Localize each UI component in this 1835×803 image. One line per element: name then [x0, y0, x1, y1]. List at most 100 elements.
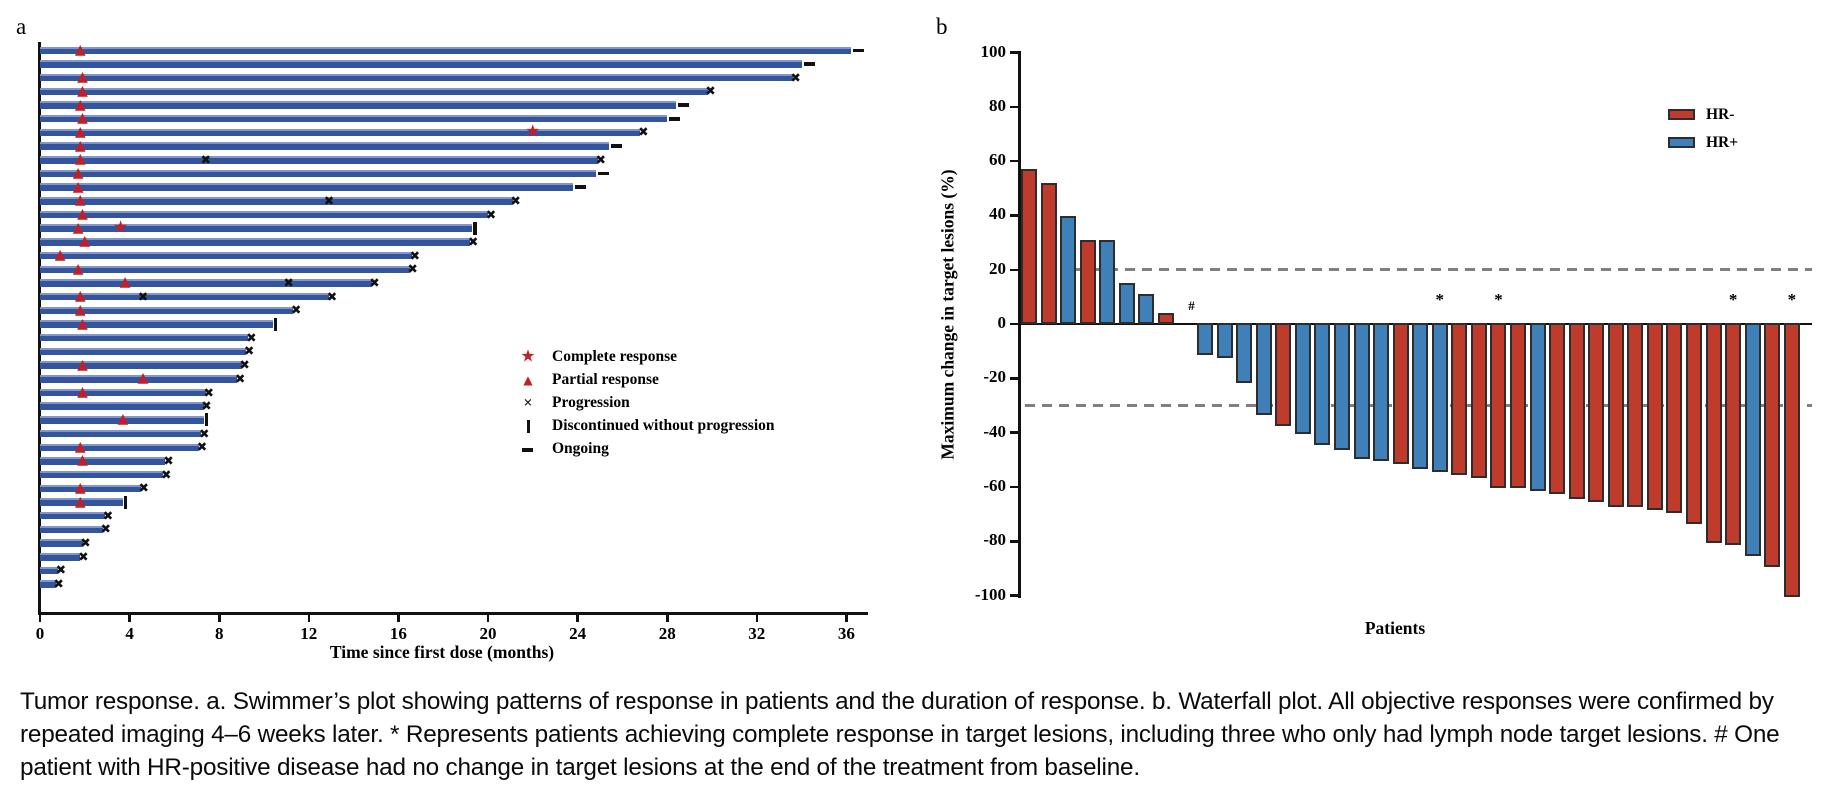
progression-icon: ✖	[160, 466, 172, 482]
swimmer-x-tick	[755, 614, 759, 622]
partial-response-icon: ▲	[77, 82, 88, 99]
progression-icon: ✖	[234, 370, 246, 386]
swimmer-legend-label: Discontinued without progression	[552, 417, 775, 435]
swimmer-x-tick-label: 16	[389, 624, 407, 643]
waterfall-y-tick	[1010, 322, 1018, 326]
swimmer-x-tick-label: 28	[658, 624, 676, 643]
progression-icon: ✖	[200, 151, 211, 167]
waterfall-bar	[1392, 323, 1409, 464]
swimmer-x-tick-label: 8	[214, 624, 224, 643]
waterfall-y-tick-label: -100	[974, 584, 1006, 604]
partial-response-icon: ▲	[54, 247, 66, 264]
waterfall-bar	[1040, 183, 1057, 324]
partial-response-icon: ▲	[74, 41, 86, 58]
waterfall-bar	[1412, 323, 1429, 470]
waterfall-bar	[1216, 323, 1233, 359]
partial-response-icon: ▲	[77, 356, 88, 373]
progression-icon: ✖	[705, 83, 716, 99]
swimmer-x-tick-label: 24	[569, 624, 587, 643]
swimmer-bar	[40, 292, 329, 301]
progression-icon: ✖	[323, 192, 335, 208]
swimmer-x-tick	[307, 614, 311, 622]
partial-response-icon: ▲	[74, 123, 86, 140]
swimmer-x-axis	[38, 612, 868, 615]
complete-response-target-mark: *	[1728, 290, 1738, 309]
swimmer-bar	[40, 101, 677, 109]
swimmer-y-axis	[38, 42, 41, 614]
partial-response-icon: ▲	[77, 110, 88, 127]
swimmer-bar	[40, 87, 708, 96]
waterfall-y-tick-label: 80	[989, 95, 1006, 115]
waterfall-bar	[1510, 323, 1526, 489]
partial-response-icon: ▲	[72, 260, 84, 277]
progression-icon: ✖	[790, 69, 801, 85]
partial-response-icon: ▲	[77, 384, 88, 400]
complete-response-icon: ★	[525, 121, 541, 142]
swimmer-x-tick	[38, 614, 42, 622]
swimmer-bar	[40, 265, 410, 274]
swimmer-x-tick-label: 0	[35, 624, 45, 643]
waterfall-bar	[1588, 323, 1605, 502]
progression-icon: ✖	[80, 534, 91, 550]
partial-response-icon: ▲	[77, 315, 88, 332]
complete-response-target-mark: *	[1787, 290, 1797, 309]
waterfall-bar	[1764, 323, 1781, 568]
waterfall-bar	[1138, 294, 1155, 324]
progression-icon: ✖	[239, 356, 250, 372]
waterfall-bar	[1333, 323, 1350, 451]
waterfall-y-tick-label: -80	[983, 530, 1006, 550]
swimmer-bar	[40, 429, 202, 438]
waterfall-y-tick	[1010, 485, 1018, 489]
swimmer-legend-label: Partial response	[552, 370, 659, 388]
waterfall-bar	[1118, 283, 1135, 324]
progression-icon: ✖	[137, 288, 149, 304]
swimmer-bar	[40, 210, 488, 219]
waterfall-y-tick-label: 60	[989, 150, 1006, 170]
waterfall-bar	[1431, 323, 1448, 473]
swimmer-bar	[40, 457, 166, 465]
discontinued-icon	[204, 413, 209, 427]
waterfall-bar	[1529, 323, 1546, 492]
partial-response-icon: ▲	[74, 301, 86, 318]
progression-icon: ✖	[53, 575, 64, 591]
swimmer-bar	[40, 580, 56, 588]
progression-icon: ✖	[638, 124, 649, 140]
swimmer-bar	[40, 73, 793, 82]
waterfall-bar	[1607, 323, 1624, 508]
waterfall-bar	[1373, 323, 1390, 462]
waterfall-y-tick-label: 40	[989, 204, 1006, 224]
swimmer-bar	[40, 498, 123, 506]
partial-response-icon: ▲	[523, 373, 533, 388]
swimmer-bar	[40, 46, 851, 54]
progression-icon: ✖	[485, 206, 497, 222]
progression-icon: ✖	[595, 151, 606, 167]
swimmer-bar	[40, 484, 141, 493]
swimmer-x-tick-label: 4	[125, 624, 134, 643]
waterfall-bar	[1666, 323, 1683, 513]
partial-response-icon: ▲	[72, 164, 84, 181]
discontinued-icon	[273, 317, 278, 331]
partial-response-icon: ▲	[77, 69, 88, 86]
swimmer-legend-label: Ongoing	[552, 440, 609, 458]
swimmer-bar	[40, 156, 598, 164]
swimmer-bar	[40, 388, 206, 397]
panel-b-label: b	[936, 14, 948, 39]
ongoing-icon	[852, 48, 864, 53]
swimmer-legend-label: Progression	[552, 393, 630, 411]
waterfall-y-tick	[1010, 540, 1018, 543]
waterfall-y-tick	[1010, 268, 1018, 271]
figure-caption: Tumor response. a. Swimmer’s plot showin…	[20, 688, 1780, 781]
swimmer-bar	[40, 60, 802, 68]
waterfall-bar	[1197, 323, 1214, 356]
swimmer-bar	[40, 333, 249, 342]
progression-icon: ✖	[409, 247, 421, 263]
progression-icon: ✖	[243, 343, 255, 359]
partial-response-icon: ▲	[74, 438, 86, 455]
progression-icon: ✖	[290, 302, 302, 318]
swimmer-x-tick	[576, 614, 579, 622]
swimmer-bar	[40, 183, 574, 191]
swimmer-bar	[40, 128, 641, 137]
swimmer-bar	[40, 375, 238, 383]
waterfall-y-tick	[1010, 159, 1018, 163]
